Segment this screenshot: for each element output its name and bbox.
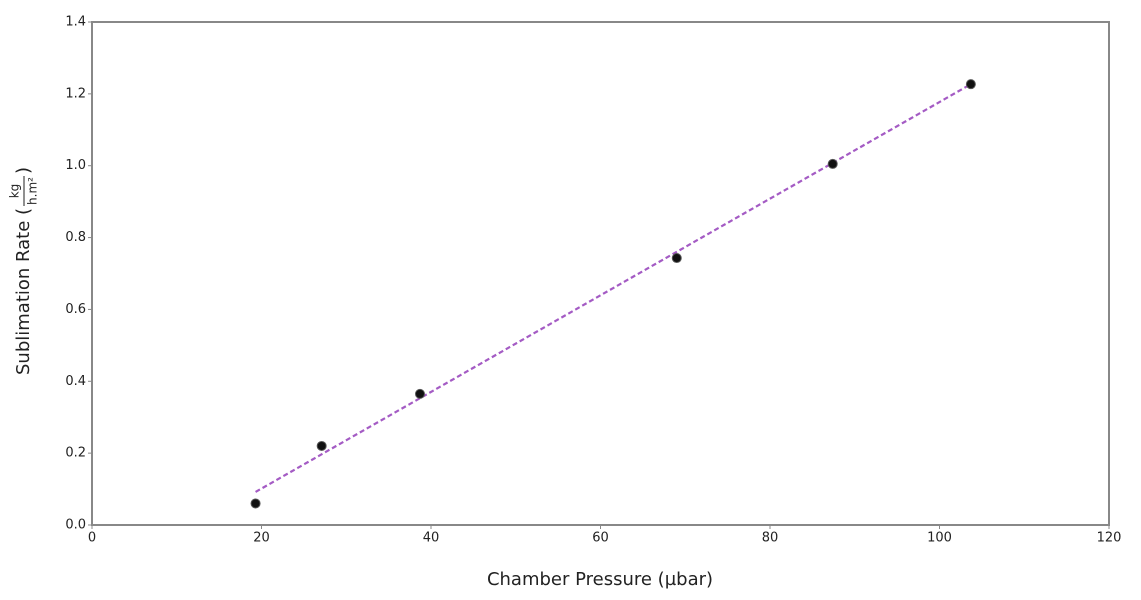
x-tick-label: 80 xyxy=(762,531,779,546)
y-tick-label: 1.2 xyxy=(65,86,86,101)
y-unit-denominator: h.m² xyxy=(26,177,40,205)
data-point xyxy=(316,440,327,451)
y-axis-label-close: ) xyxy=(13,167,34,174)
y-tick-label: 0.2 xyxy=(65,446,86,461)
y-tick-label: 0.8 xyxy=(65,230,86,245)
y-unit-numerator: kg xyxy=(8,184,22,199)
trend-line xyxy=(255,83,972,493)
y-tick-label: 0.0 xyxy=(65,518,86,533)
x-tick-label: 20 xyxy=(253,531,270,546)
x-tick-label: 60 xyxy=(592,531,609,546)
plot-frame xyxy=(91,21,1110,526)
y-axis-label-text: Sublimation Rate ( xyxy=(13,208,34,375)
y-tick-label: 0.6 xyxy=(65,302,86,317)
x-tick-label: 100 xyxy=(927,531,952,546)
y-tick-label: 1.0 xyxy=(65,158,86,173)
data-point xyxy=(965,79,976,90)
y-tick-label: 0.4 xyxy=(65,374,86,389)
x-axis-label: Chamber Pressure (µbar) xyxy=(487,569,713,590)
y-tick-label: 1.4 xyxy=(65,15,86,30)
data-point xyxy=(414,388,425,399)
y-axis-label: Sublimation Rate ( kg h.m² ) xyxy=(8,167,40,375)
x-tick-label: 40 xyxy=(423,531,440,546)
data-point xyxy=(671,253,682,264)
data-point xyxy=(827,158,838,169)
data-point xyxy=(250,498,261,509)
x-tick-label: 0 xyxy=(88,531,96,546)
x-tick-label: 120 xyxy=(1097,531,1122,546)
